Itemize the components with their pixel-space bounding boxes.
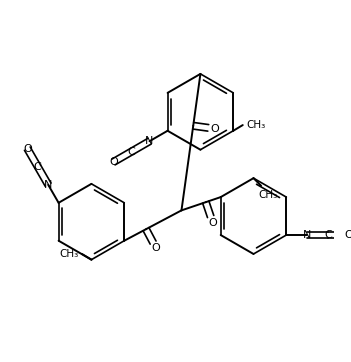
Text: C: C (34, 162, 42, 172)
Text: N: N (303, 230, 311, 240)
Text: CH₃: CH₃ (59, 249, 78, 259)
Text: CH₃: CH₃ (246, 120, 266, 130)
Text: O: O (208, 218, 217, 228)
Text: O: O (345, 230, 351, 240)
Text: N: N (145, 136, 154, 146)
Text: O: O (109, 157, 118, 167)
Text: O: O (211, 124, 219, 134)
Text: C: C (324, 230, 332, 240)
Text: N: N (44, 180, 52, 190)
Text: CH₃: CH₃ (258, 190, 278, 199)
Text: C: C (128, 147, 135, 157)
Text: O: O (152, 244, 161, 253)
Text: O: O (23, 144, 32, 153)
